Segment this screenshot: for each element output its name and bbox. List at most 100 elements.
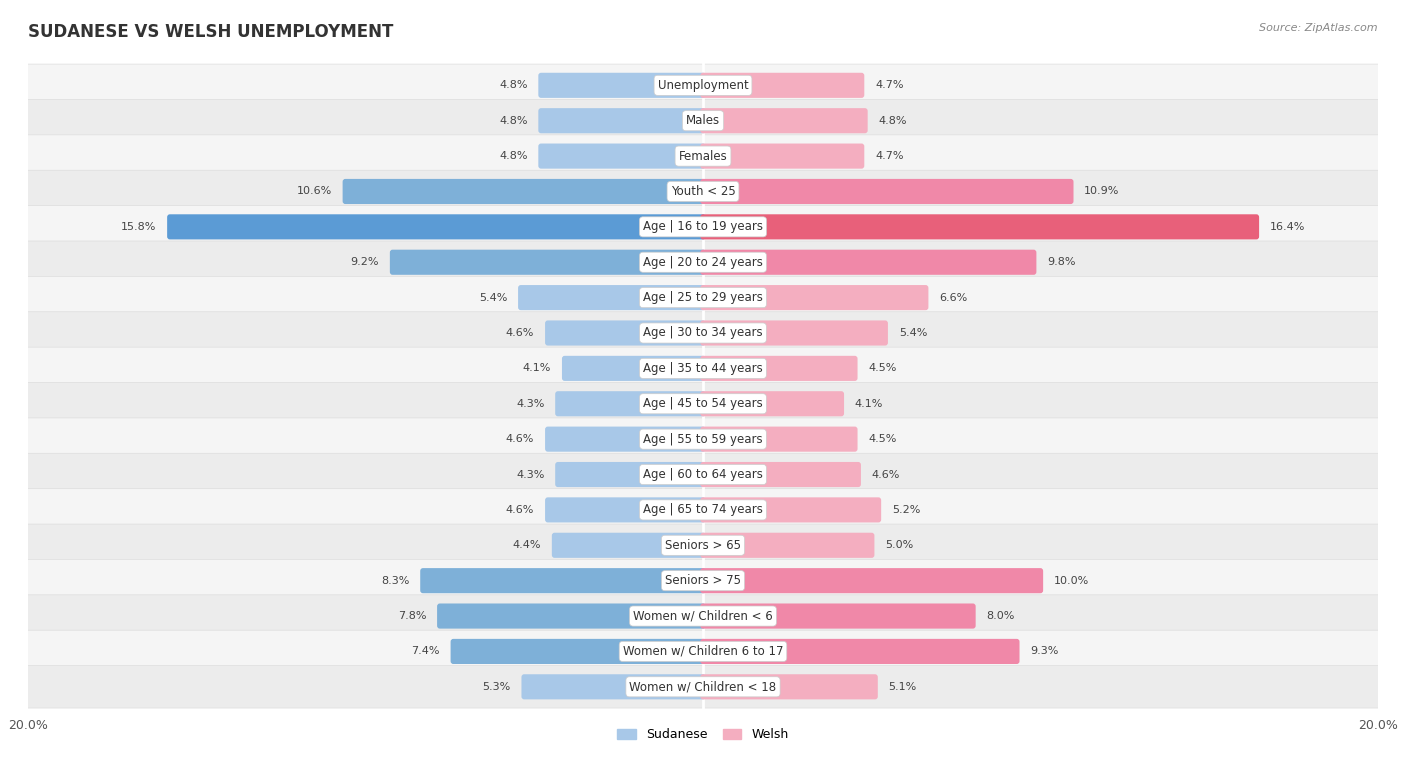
Text: 4.3%: 4.3% (516, 469, 544, 479)
FancyBboxPatch shape (562, 356, 706, 381)
FancyBboxPatch shape (343, 179, 706, 204)
FancyBboxPatch shape (6, 312, 1400, 354)
FancyBboxPatch shape (6, 170, 1400, 213)
FancyBboxPatch shape (6, 135, 1400, 177)
FancyBboxPatch shape (700, 320, 889, 345)
Text: 4.6%: 4.6% (506, 505, 534, 515)
Text: Unemployment: Unemployment (658, 79, 748, 92)
Text: Males: Males (686, 114, 720, 127)
FancyBboxPatch shape (389, 250, 706, 275)
Text: Women w/ Children 6 to 17: Women w/ Children 6 to 17 (623, 645, 783, 658)
FancyBboxPatch shape (700, 462, 860, 487)
FancyBboxPatch shape (538, 73, 706, 98)
Text: 8.0%: 8.0% (987, 611, 1015, 621)
FancyBboxPatch shape (700, 427, 858, 452)
FancyBboxPatch shape (700, 144, 865, 169)
Text: Age | 60 to 64 years: Age | 60 to 64 years (643, 468, 763, 481)
FancyBboxPatch shape (551, 533, 706, 558)
Text: 9.3%: 9.3% (1031, 646, 1059, 656)
Text: Age | 35 to 44 years: Age | 35 to 44 years (643, 362, 763, 375)
Text: SUDANESE VS WELSH UNEMPLOYMENT: SUDANESE VS WELSH UNEMPLOYMENT (28, 23, 394, 41)
FancyBboxPatch shape (6, 276, 1400, 319)
FancyBboxPatch shape (6, 99, 1400, 142)
FancyBboxPatch shape (700, 639, 1019, 664)
Text: 4.6%: 4.6% (506, 435, 534, 444)
FancyBboxPatch shape (700, 674, 877, 699)
Text: 5.2%: 5.2% (891, 505, 921, 515)
Text: Youth < 25: Youth < 25 (671, 185, 735, 198)
FancyBboxPatch shape (700, 250, 1036, 275)
Text: Source: ZipAtlas.com: Source: ZipAtlas.com (1260, 23, 1378, 33)
FancyBboxPatch shape (555, 391, 706, 416)
FancyBboxPatch shape (700, 568, 1043, 593)
Legend: Sudanese, Welsh: Sudanese, Welsh (617, 728, 789, 741)
FancyBboxPatch shape (700, 391, 844, 416)
FancyBboxPatch shape (6, 418, 1400, 460)
FancyBboxPatch shape (167, 214, 706, 239)
Text: 4.4%: 4.4% (513, 540, 541, 550)
Text: 5.4%: 5.4% (479, 293, 508, 303)
Text: 6.6%: 6.6% (939, 293, 967, 303)
FancyBboxPatch shape (700, 497, 882, 522)
FancyBboxPatch shape (555, 462, 706, 487)
FancyBboxPatch shape (700, 108, 868, 133)
Text: 9.2%: 9.2% (350, 257, 380, 267)
Text: 7.8%: 7.8% (398, 611, 426, 621)
FancyBboxPatch shape (6, 524, 1400, 566)
Text: Seniors > 75: Seniors > 75 (665, 574, 741, 587)
FancyBboxPatch shape (700, 356, 858, 381)
Text: 4.6%: 4.6% (872, 469, 900, 479)
Text: 4.7%: 4.7% (875, 80, 904, 90)
Text: 4.1%: 4.1% (523, 363, 551, 373)
Text: 10.6%: 10.6% (297, 186, 332, 197)
Text: 4.5%: 4.5% (869, 435, 897, 444)
Text: Age | 25 to 29 years: Age | 25 to 29 years (643, 291, 763, 304)
FancyBboxPatch shape (700, 533, 875, 558)
FancyBboxPatch shape (538, 108, 706, 133)
FancyBboxPatch shape (6, 665, 1400, 708)
FancyBboxPatch shape (546, 497, 706, 522)
FancyBboxPatch shape (546, 320, 706, 345)
Text: Age | 65 to 74 years: Age | 65 to 74 years (643, 503, 763, 516)
Text: 16.4%: 16.4% (1270, 222, 1305, 232)
Text: 5.4%: 5.4% (898, 328, 927, 338)
Text: 4.8%: 4.8% (499, 116, 527, 126)
Text: 4.8%: 4.8% (879, 116, 907, 126)
FancyBboxPatch shape (6, 489, 1400, 531)
FancyBboxPatch shape (700, 179, 1074, 204)
Text: 4.3%: 4.3% (516, 399, 544, 409)
Text: Females: Females (679, 150, 727, 163)
FancyBboxPatch shape (538, 144, 706, 169)
FancyBboxPatch shape (6, 559, 1400, 602)
FancyBboxPatch shape (700, 285, 928, 310)
Text: 5.3%: 5.3% (482, 682, 510, 692)
FancyBboxPatch shape (437, 603, 706, 628)
FancyBboxPatch shape (546, 427, 706, 452)
Text: Seniors > 65: Seniors > 65 (665, 539, 741, 552)
FancyBboxPatch shape (6, 382, 1400, 425)
FancyBboxPatch shape (700, 214, 1260, 239)
Text: 4.1%: 4.1% (855, 399, 883, 409)
FancyBboxPatch shape (6, 64, 1400, 107)
FancyBboxPatch shape (6, 206, 1400, 248)
Text: Age | 45 to 54 years: Age | 45 to 54 years (643, 397, 763, 410)
FancyBboxPatch shape (6, 241, 1400, 283)
Text: 4.5%: 4.5% (869, 363, 897, 373)
Text: 9.8%: 9.8% (1047, 257, 1076, 267)
Text: Age | 20 to 24 years: Age | 20 to 24 years (643, 256, 763, 269)
Text: 4.8%: 4.8% (499, 151, 527, 161)
Text: 5.0%: 5.0% (886, 540, 914, 550)
Text: 8.3%: 8.3% (381, 575, 409, 586)
FancyBboxPatch shape (420, 568, 706, 593)
FancyBboxPatch shape (450, 639, 706, 664)
FancyBboxPatch shape (6, 453, 1400, 496)
FancyBboxPatch shape (6, 630, 1400, 673)
FancyBboxPatch shape (517, 285, 706, 310)
Text: Women w/ Children < 6: Women w/ Children < 6 (633, 609, 773, 622)
FancyBboxPatch shape (6, 595, 1400, 637)
Text: Age | 30 to 34 years: Age | 30 to 34 years (643, 326, 763, 339)
FancyBboxPatch shape (700, 603, 976, 628)
Text: 5.1%: 5.1% (889, 682, 917, 692)
Text: 4.8%: 4.8% (499, 80, 527, 90)
Text: Age | 16 to 19 years: Age | 16 to 19 years (643, 220, 763, 233)
